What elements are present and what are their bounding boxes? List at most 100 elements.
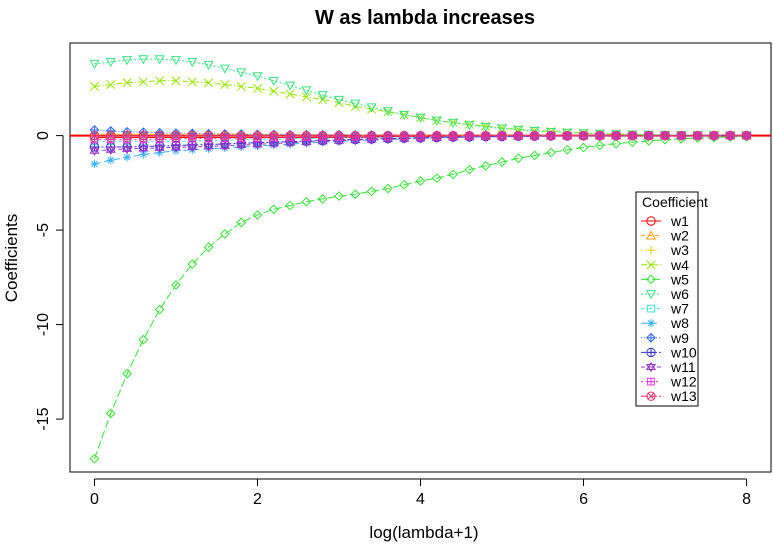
data-point-w5 — [350, 189, 361, 200]
data-point-w5 — [464, 164, 475, 175]
data-point-w4 — [301, 92, 311, 102]
data-point-w5 — [382, 183, 393, 194]
legend-box — [635, 191, 699, 407]
data-point-w5 — [317, 194, 328, 204]
data-point-w13 — [252, 130, 263, 141]
data-point-w5 — [594, 140, 605, 151]
y-axis-label: Coefficients — [2, 214, 21, 303]
legend-marker-w8 — [646, 319, 656, 328]
data-point-w5 — [268, 204, 279, 215]
data-point-w6 — [154, 55, 165, 65]
data-point-w6 — [301, 86, 312, 96]
data-point-w13 — [350, 130, 360, 141]
data-point-w13 — [171, 130, 181, 141]
data-point-w4 — [187, 77, 197, 87]
data-point-w13 — [692, 130, 703, 141]
data-point-w13 — [676, 130, 687, 141]
data-point-w5 — [203, 242, 214, 253]
legend-marker-w12 — [647, 377, 655, 386]
data-point-w6 — [480, 123, 491, 133]
legend-entry-w2: w2 — [641, 228, 689, 244]
legend-entry-w6: w6 — [641, 286, 689, 302]
legend-marker-w4 — [646, 260, 656, 270]
data-point-w5 — [138, 334, 149, 345]
x-tick-label: 0 — [90, 491, 99, 508]
data-point-w5 — [578, 142, 589, 153]
data-point-w13 — [269, 130, 279, 141]
data-point-w11 — [89, 145, 100, 156]
series-line-w4 — [94, 80, 747, 136]
data-point-w6 — [105, 58, 116, 68]
x-tick-label: 4 — [416, 491, 425, 508]
data-point-w5 — [301, 196, 312, 207]
legend-marker-w9 — [646, 332, 656, 343]
data-point-w4 — [89, 81, 100, 92]
chart-title: W as lambda increases — [315, 7, 535, 29]
legend-marker-w1 — [646, 216, 656, 226]
series-line-w2 — [94, 134, 747, 137]
data-point-w11 — [219, 140, 230, 151]
data-point-w6 — [399, 110, 410, 121]
data-point-w5 — [431, 173, 442, 184]
legend-label-w3: w3 — [670, 242, 689, 258]
legend-entry-w5: w5 — [641, 271, 689, 287]
x-axis-label: log(lambda+1) — [369, 523, 478, 542]
legend-marker-w10 — [646, 347, 656, 358]
data-point-w13 — [317, 130, 328, 141]
data-point-w8 — [106, 155, 115, 165]
data-point-w6 — [382, 107, 393, 117]
data-point-w6 — [448, 118, 459, 128]
data-point-w8 — [122, 153, 132, 162]
data-point-w5 — [399, 179, 410, 190]
data-point-w13 — [432, 130, 442, 141]
data-point-w5 — [366, 186, 377, 197]
legend-label-w12: w12 — [670, 374, 697, 390]
data-point-w6 — [170, 56, 182, 66]
data-point-w8 — [90, 159, 99, 169]
data-point-w13 — [415, 130, 426, 141]
legend-title: Coefficient — [642, 194, 708, 210]
data-point-w13 — [481, 130, 491, 141]
data-point-w6 — [122, 56, 133, 66]
legend-entry-w4: w4 — [641, 257, 689, 273]
data-point-w9 — [89, 125, 100, 135]
data-point-w13 — [399, 130, 409, 141]
data-point-w4 — [269, 86, 279, 96]
data-point-w5 — [562, 144, 573, 155]
data-point-w6 — [415, 113, 426, 123]
data-point-w6 — [366, 103, 377, 113]
data-point-w6 — [496, 124, 508, 134]
data-point-w13 — [546, 130, 556, 141]
data-point-w13 — [301, 130, 312, 141]
x-tick-label: 2 — [253, 491, 262, 508]
legend-marker-w5 — [646, 274, 656, 285]
data-point-w13 — [725, 130, 735, 141]
data-point-w5 — [546, 147, 556, 158]
data-point-w6 — [317, 91, 328, 101]
series-w5 — [89, 131, 752, 464]
data-point-w11 — [203, 141, 214, 152]
y-tick-label: -15 — [35, 407, 52, 430]
data-point-w5 — [513, 153, 524, 164]
legend-marker-w7 — [647, 304, 655, 313]
data-point-w6 — [219, 64, 230, 74]
legend-label-w5: w5 — [670, 271, 689, 287]
data-point-w5 — [611, 138, 622, 149]
data-point-w6 — [187, 58, 198, 68]
y-tick-label: -5 — [35, 223, 52, 237]
data-point-w11 — [138, 143, 149, 154]
data-point-w4 — [220, 80, 230, 90]
data-point-w6 — [529, 127, 540, 137]
series-w4 — [89, 76, 752, 140]
data-point-w13 — [627, 130, 638, 141]
data-point-w4 — [171, 76, 181, 86]
data-point-w6 — [89, 59, 100, 70]
plot-frame — [69, 42, 772, 473]
legend-label-w11: w11 — [670, 359, 696, 375]
legend-label-w10: w10 — [670, 344, 697, 360]
data-point-w13 — [334, 130, 344, 141]
data-point-w5 — [154, 304, 165, 315]
legend-label-w6: w6 — [670, 286, 689, 302]
data-point-w5 — [285, 200, 295, 211]
data-point-w13 — [611, 130, 621, 141]
